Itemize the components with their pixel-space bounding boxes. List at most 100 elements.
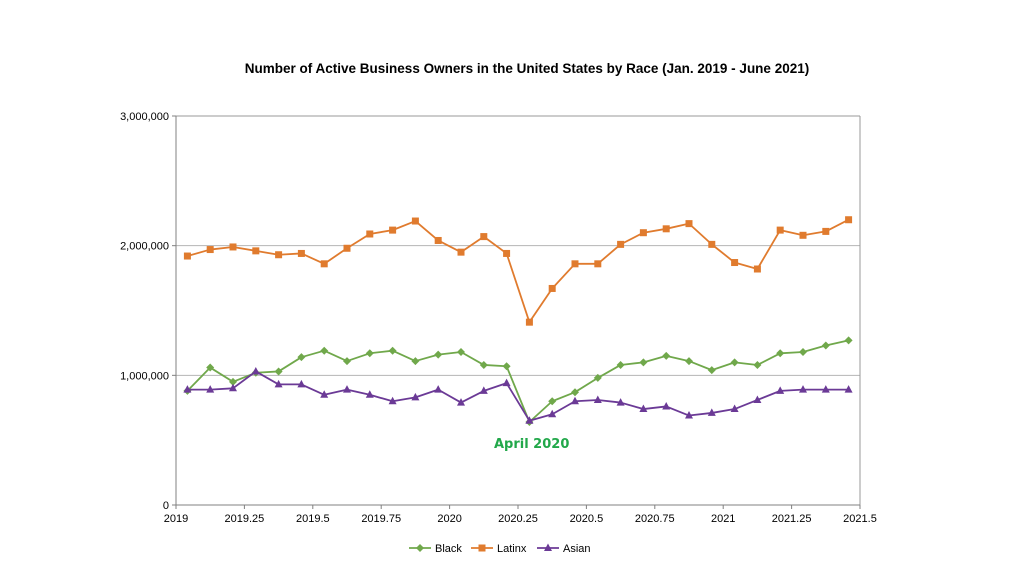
- x-tick-label: 2019.75: [361, 513, 401, 525]
- asian-point: [343, 385, 351, 393]
- latinx-point: [457, 248, 465, 256]
- asian-point: [753, 395, 762, 403]
- latinx-point: [617, 240, 625, 248]
- x-tick-label: 2019: [164, 513, 188, 525]
- y-tick-label: 3,000,000: [120, 111, 169, 123]
- legend-item-latinx: Latinx: [471, 543, 527, 555]
- legend-marker-latinx: [478, 544, 486, 552]
- x-tick-label: 2019.5: [296, 513, 330, 525]
- latinx-point: [685, 220, 693, 228]
- latinx-point: [822, 227, 830, 235]
- x-tick-label: 2019.25: [225, 513, 265, 525]
- series-black: [183, 336, 853, 427]
- asian-point: [320, 390, 329, 398]
- latinx-point: [252, 247, 260, 255]
- asian-point: [707, 408, 716, 416]
- latinx-point: [366, 230, 374, 238]
- black-point: [434, 350, 443, 359]
- latinx-point: [297, 249, 305, 257]
- asian-line: [187, 370, 849, 422]
- asian-point: [434, 385, 443, 393]
- black-point: [388, 346, 397, 355]
- gridlines: [176, 245, 860, 376]
- latinx-point: [708, 240, 716, 248]
- black-point: [365, 349, 374, 358]
- asian-point: [639, 404, 648, 413]
- x-tick-label: 2020.5: [570, 513, 604, 525]
- latinx-point: [343, 244, 351, 252]
- asian-point: [411, 392, 420, 401]
- black-point: [753, 360, 762, 369]
- x-axis-ticks: 2019 2019.25 2019.5 2019.75 2020 2020.25 2020.…: [164, 505, 877, 525]
- latinx-point: [662, 225, 670, 233]
- legend-label-asian: Asian: [563, 543, 591, 555]
- asian-point: [365, 390, 374, 398]
- black-point: [228, 377, 237, 386]
- asian-point: [685, 411, 693, 419]
- black-point: [570, 388, 579, 397]
- legend-item-black: Black: [409, 543, 462, 555]
- black-point: [457, 347, 466, 356]
- black-point: [479, 360, 488, 369]
- y-tick-label: 1,000,000: [120, 370, 169, 382]
- latinx-point: [320, 260, 328, 268]
- legend-item-asian: Asian: [537, 543, 591, 555]
- x-tick-label: 2020.25: [498, 513, 538, 525]
- latinx-line: [187, 218, 850, 324]
- black-point: [411, 357, 420, 366]
- latinx-point: [594, 260, 602, 268]
- latinx-point: [503, 249, 511, 257]
- asian-point: [662, 401, 671, 410]
- asian-point: [206, 385, 215, 393]
- latinx-point: [275, 251, 283, 259]
- black-point: [844, 336, 853, 345]
- black-point: [707, 366, 716, 375]
- black-point: [502, 362, 511, 371]
- x-tick-label: 2020.75: [635, 513, 675, 525]
- series-latinx: [183, 216, 853, 326]
- legend-marker-asian: [544, 543, 552, 551]
- latinx-point: [411, 217, 419, 225]
- asian-point: [821, 385, 830, 393]
- annotations: April 2020: [494, 437, 569, 452]
- asian-point: [457, 398, 466, 406]
- asian-point: [183, 385, 192, 393]
- y-tick-label: 0: [163, 500, 169, 512]
- asian-point: [525, 416, 534, 424]
- asian-point: [616, 398, 625, 406]
- latinx-point: [799, 231, 807, 239]
- annotation-label: April 2020: [494, 437, 569, 452]
- asian-point: [799, 385, 808, 393]
- latinx-point: [229, 243, 237, 251]
- latinx-point: [753, 265, 761, 273]
- asian-point: [502, 378, 511, 387]
- latinx-point: [776, 226, 784, 234]
- black-point: [343, 357, 351, 366]
- latinx-point: [525, 318, 533, 326]
- asian-point: [730, 404, 739, 413]
- asian-point: [251, 366, 260, 375]
- black-point: [593, 373, 602, 382]
- asian-point: [593, 395, 602, 403]
- latinx-point: [206, 246, 214, 254]
- black-point: [616, 360, 625, 369]
- latinx-point: [434, 236, 442, 244]
- latinx-point: [571, 260, 579, 268]
- series-lines: [183, 216, 853, 427]
- latinx-point: [548, 284, 556, 292]
- asian-point: [570, 396, 579, 405]
- latinx-point: [389, 226, 397, 234]
- latinx-point: [639, 229, 647, 237]
- y-axis-ticks: 0 1,000,000 2,000,000 3,000,000: [120, 111, 176, 512]
- black-point: [821, 341, 830, 350]
- latinx-point: [480, 233, 488, 241]
- black-point: [799, 347, 808, 356]
- asian-point: [548, 409, 557, 418]
- chart-title: Number of Active Business Owners in the …: [245, 61, 809, 76]
- latinx-point: [845, 216, 853, 224]
- asian-point: [844, 385, 853, 393]
- legend-marker-black: [416, 544, 424, 552]
- asian-point: [228, 383, 237, 392]
- y-tick-label: 2,000,000: [120, 241, 169, 253]
